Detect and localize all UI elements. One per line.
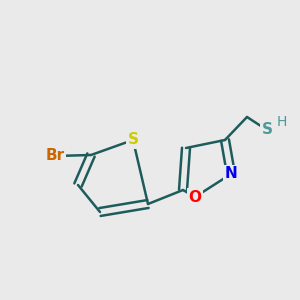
Text: S: S [262, 122, 272, 137]
Text: O: O [188, 190, 202, 205]
Text: H: H [277, 115, 287, 129]
Text: S: S [128, 133, 139, 148]
Text: Br: Br [45, 148, 64, 164]
Text: N: N [225, 167, 237, 182]
